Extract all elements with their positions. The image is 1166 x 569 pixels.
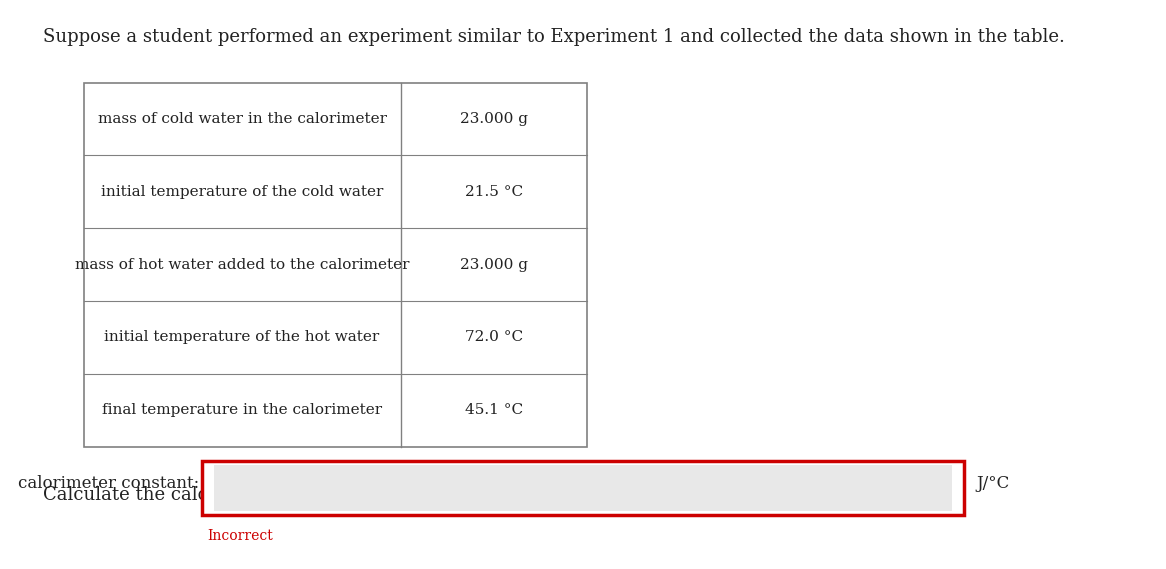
Text: mass of hot water added to the calorimeter: mass of hot water added to the calorimet… [75,258,409,271]
Text: 23.000 g: 23.000 g [459,258,528,271]
Text: calorimeter constant:: calorimeter constant: [17,475,199,492]
Text: initial temperature of the hot water: initial temperature of the hot water [105,331,380,344]
Text: mass of cold water in the calorimeter: mass of cold water in the calorimeter [98,112,387,126]
Text: Calculate the calorimeter constant for the calorimeter the student used in the e: Calculate the calorimeter constant for t… [43,486,874,505]
Text: final temperature in the calorimeter: final temperature in the calorimeter [101,403,382,417]
FancyBboxPatch shape [84,83,586,447]
Text: Incorrect: Incorrect [208,529,273,543]
Text: 23.000 g: 23.000 g [459,112,528,126]
Text: 21.5 °C: 21.5 °C [464,185,522,199]
FancyBboxPatch shape [202,461,964,515]
Text: 72.0 °C: 72.0 °C [464,331,522,344]
Text: 45.1 °C: 45.1 °C [464,403,522,417]
Text: 44.2: 44.2 [230,479,269,497]
Text: Suppose a student performed an experiment similar to Experiment 1 and collected : Suppose a student performed an experimen… [43,28,1065,47]
FancyBboxPatch shape [215,465,953,511]
Text: initial temperature of the cold water: initial temperature of the cold water [100,185,384,199]
Text: J/°C: J/°C [976,475,1010,492]
